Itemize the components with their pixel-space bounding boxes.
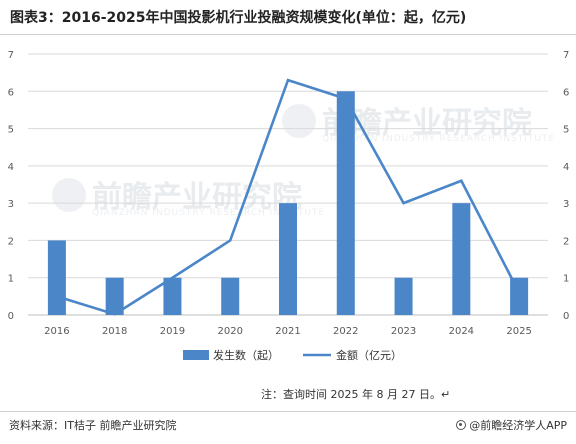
x-tick-2021: 2021 xyxy=(275,326,300,337)
bar-2019 xyxy=(163,277,182,315)
line-series xyxy=(56,78,521,316)
bar-2022 xyxy=(336,91,355,316)
x-tick-2022: 2022 xyxy=(333,326,358,337)
y-left-tick-1: 1 xyxy=(8,274,14,285)
y-left-tick-7: 7 xyxy=(8,50,14,61)
legend: 发生数（起） 金额（亿元） xyxy=(183,348,402,362)
legend-line-label: 金额（亿元） xyxy=(336,348,402,362)
y-left-tick-2: 2 xyxy=(8,236,14,247)
y-right-tick-5: 5 xyxy=(563,125,569,136)
y-right-tick-4: 4 xyxy=(563,162,569,173)
y-right-tick-2: 2 xyxy=(563,236,569,247)
bar-2023 xyxy=(394,277,413,315)
bar-2016 xyxy=(47,240,66,315)
x-tick-2025: 2025 xyxy=(506,326,531,337)
bar-2018 xyxy=(105,277,124,315)
legend-bar-swatch xyxy=(183,350,209,360)
footer-divider xyxy=(0,411,576,412)
brand-logo-icon xyxy=(456,420,467,430)
chart-title: 图表3：2016-2025年中国投影机行业投融资规模变化(单位：起，亿元) xyxy=(10,10,467,26)
x-tick-2020: 2020 xyxy=(217,326,242,337)
bar-2024 xyxy=(452,203,471,315)
title-divider xyxy=(0,34,576,35)
y-right-tick-6: 6 xyxy=(563,87,569,98)
y-right-tick-7: 7 xyxy=(563,50,569,61)
bar-2025 xyxy=(510,277,529,315)
y-left-tick-6: 6 xyxy=(8,87,14,98)
x-tick-2018: 2018 xyxy=(102,326,127,337)
bar-series xyxy=(47,91,529,316)
axis-labels: 0 1 2 3 4 5 6 7 0 1 2 3 4 5 6 7 2016 2018 2019 2020 2021 2022… xyxy=(8,50,570,337)
brand-credit: @前瞻经济学人APP xyxy=(456,417,567,433)
x-tick-2024: 2024 xyxy=(449,326,474,337)
y-right-tick-1: 1 xyxy=(563,274,569,285)
bar-2021 xyxy=(279,203,297,315)
x-tick-2016: 2016 xyxy=(44,326,69,337)
legend-bar-label: 发生数（起） xyxy=(213,348,279,362)
y-left-tick-3: 3 xyxy=(8,199,14,210)
x-tick-2023: 2023 xyxy=(391,326,416,337)
source-text: 资料来源：IT桔子 前瞻产业研究院 xyxy=(9,419,177,432)
y-left-tick-5: 5 xyxy=(8,125,14,136)
y-right-tick-3: 3 xyxy=(563,199,569,210)
y-right-tick-0: 0 xyxy=(563,311,569,322)
x-tick-2019: 2019 xyxy=(160,326,185,337)
bar-2020 xyxy=(221,277,240,315)
y-left-tick-4: 4 xyxy=(8,162,14,173)
footnote: 注：查询时间 2025 年 8 月 27 日。↵ xyxy=(261,388,451,401)
brand-text: @前瞻经济学人APP xyxy=(469,419,567,432)
y-left-tick-0: 0 xyxy=(8,311,14,322)
